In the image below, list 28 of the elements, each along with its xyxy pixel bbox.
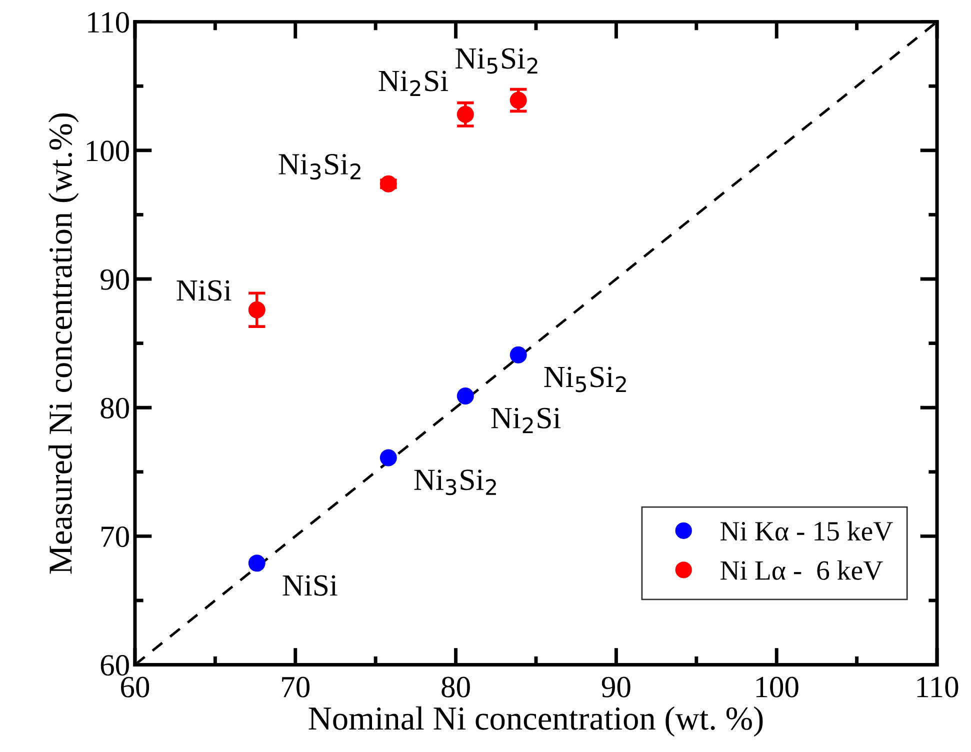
x-tick-label: 80 xyxy=(442,676,470,698)
point xyxy=(510,346,527,364)
annotation: Ni$_{5}$Si$_{2}$ xyxy=(456,48,538,74)
y-axis-title: Measured Ni concentration (wt.%) xyxy=(48,113,79,574)
x-axis-title: Nominal Ni concentration (wt. %) xyxy=(308,706,763,737)
y-tick-label: 60 xyxy=(100,655,129,676)
annotation: NiSi xyxy=(176,280,232,301)
x-tick-label: 110 xyxy=(917,676,958,698)
point xyxy=(380,449,397,466)
annotation: Ni$_{3}$Si$_{2}$ xyxy=(414,470,496,496)
annotation: Ni$_{2}$Si xyxy=(491,408,561,434)
legend-label: Ni Lα - 6 keV xyxy=(720,560,883,580)
y-tick-label: 70 xyxy=(102,526,129,548)
y-tick-label: 90 xyxy=(100,269,129,290)
x-tick-label: 70 xyxy=(282,676,310,698)
legend-label: Ni Kα - 15 keV xyxy=(720,521,893,541)
x-tick-label: 60 xyxy=(121,676,150,698)
point xyxy=(456,388,474,405)
y-tick-label: 80 xyxy=(100,398,129,418)
annotation: Ni$_{2}$Si xyxy=(378,70,448,96)
annotation: Ni$_{5}$Si$_{2}$ xyxy=(544,366,626,392)
y-tick-label: 110 xyxy=(88,12,129,33)
annotation: Ni$_{3}$Si$_{2}$ xyxy=(278,154,360,180)
point xyxy=(248,554,266,572)
annotation: NiSi xyxy=(282,575,338,596)
x-tick-label: 90 xyxy=(602,676,630,698)
y-tick-label: 100 xyxy=(86,140,129,162)
x-tick-label: 100 xyxy=(756,676,798,698)
